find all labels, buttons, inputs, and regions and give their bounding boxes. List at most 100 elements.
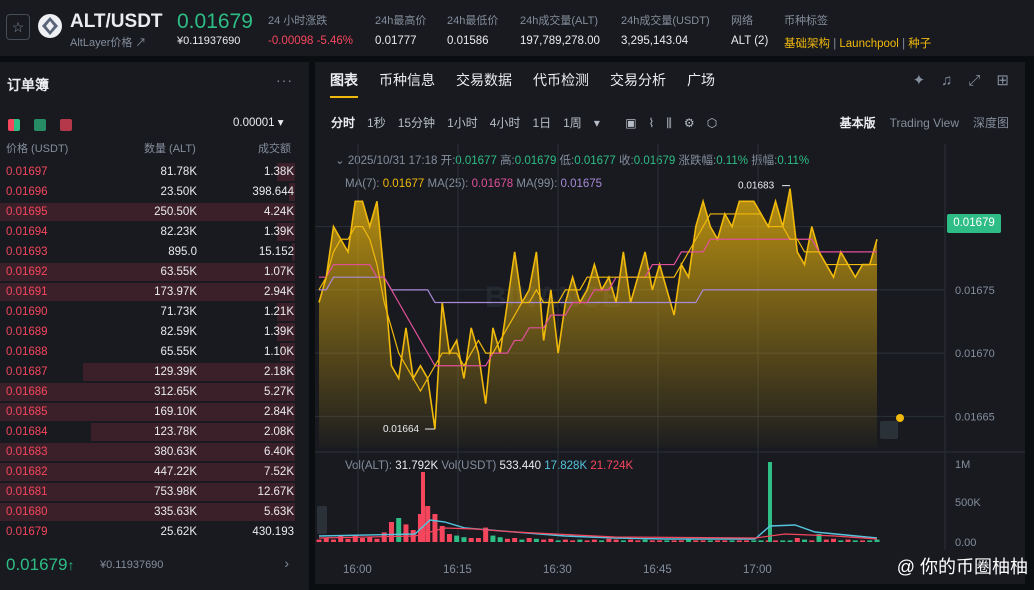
stat-label-low: 24h最低价 xyxy=(447,15,499,27)
tf-1h[interactable]: 1小时 xyxy=(447,116,478,130)
orderbook-row[interactable]: 0.01692 63.55K 1.07K xyxy=(0,262,309,282)
collapse-arrow-icon xyxy=(317,506,327,534)
tag-launchpool[interactable]: Launchpool xyxy=(839,38,899,50)
volume-bar xyxy=(620,540,626,542)
orderbook-row[interactable]: 0.01691 173.97K 2.94K xyxy=(0,282,309,302)
price-area xyxy=(319,188,877,448)
news-icon xyxy=(880,421,898,439)
tab-trade-analysis[interactable]: 交易分析 xyxy=(610,72,666,88)
orderbook-row[interactable]: 0.01682 447.22K 7.52K xyxy=(0,462,309,482)
bell-icon[interactable]: ♫ xyxy=(941,72,953,89)
row-price: 0.01692 xyxy=(6,266,48,278)
volume-bar xyxy=(367,537,373,542)
stat-value-network[interactable]: ALT (2) xyxy=(731,35,769,47)
orderbook-row[interactable]: 0.01684 123.78K 2.08K xyxy=(0,422,309,442)
row-total: 430.193 xyxy=(252,526,294,538)
tf-4h[interactable]: 4小时 xyxy=(489,116,521,130)
volume-bar xyxy=(635,540,641,542)
volume-bar xyxy=(657,540,663,542)
orderbook-row[interactable]: 0.01689 82.59K 1.39K xyxy=(0,322,309,342)
orderbook-row[interactable]: 0.01694 82.23K 1.39K xyxy=(0,222,309,242)
volume-bar xyxy=(816,534,822,542)
orderbook-row[interactable]: 0.01690 71.73K 1.21K xyxy=(0,302,309,322)
volume-bar xyxy=(541,539,547,542)
tab-chart[interactable]: 图表 xyxy=(330,72,358,88)
depth-bar xyxy=(289,183,295,201)
both-sides-view-icon[interactable] xyxy=(8,118,20,131)
col-total: 成交额 xyxy=(258,143,291,155)
row-price: 0.01682 xyxy=(6,466,48,478)
volume-bar xyxy=(519,539,525,542)
tf-timeline[interactable]: 分时 xyxy=(331,116,356,130)
tf-1d[interactable]: 1日 xyxy=(532,116,552,130)
vol-ma-line xyxy=(318,519,878,540)
volume-bar xyxy=(787,540,793,542)
row-price: 0.01685 xyxy=(6,406,48,418)
bids-view-icon[interactable] xyxy=(34,118,46,131)
orderbook-row[interactable]: 0.01687 129.39K 2.18K xyxy=(0,362,309,382)
favorite-star-icon[interactable]: ☆ xyxy=(6,14,30,40)
row-total: 1.07K xyxy=(263,266,294,278)
depth-bar xyxy=(292,243,295,261)
tf-1w[interactable]: 1周 xyxy=(563,116,582,130)
settings-sliders-icon[interactable]: ⚙ xyxy=(683,116,695,130)
more-icon[interactable]: ··· xyxy=(276,72,293,88)
orderbook-row[interactable]: 0.01679 25.62K 430.193 xyxy=(0,522,309,542)
volume-bar xyxy=(512,538,518,542)
volume-bar xyxy=(497,537,503,542)
candle-type-icon[interactable]: ⫼ xyxy=(666,116,672,130)
layout-grid-icon[interactable]: ⊞ xyxy=(996,72,1009,89)
tf-more-dropdown[interactable]: ▾ xyxy=(593,116,600,130)
orderbook-row[interactable]: 0.01693 895.0 15.152 xyxy=(0,242,309,262)
volume-bar xyxy=(744,540,750,542)
tag-infra[interactable]: 基础架构 xyxy=(784,38,830,50)
scrollbar[interactable] xyxy=(1027,62,1034,584)
tab-trade-data[interactable]: 交易数据 xyxy=(456,72,512,88)
tag-seed[interactable]: 种子 xyxy=(908,38,932,50)
row-price: 0.01694 xyxy=(6,226,48,238)
tab-square[interactable]: 广场 xyxy=(687,72,715,88)
asks-view-icon[interactable] xyxy=(60,118,72,131)
last-price-cny: ¥0.11937690 xyxy=(177,35,241,47)
orderbook-row[interactable]: 0.01688 65.55K 1.10K xyxy=(0,342,309,362)
expand-icon[interactable]: ⤢ xyxy=(968,72,981,89)
orderbook-row[interactable]: 0.01697 81.78K 1.38K xyxy=(0,162,309,182)
tick-size-select[interactable]: 0.00001 ▾ xyxy=(233,117,284,129)
price-chart[interactable]: 0.016800.016750.016700.0166516:0016:1516… xyxy=(315,62,1025,584)
view-tradingview[interactable]: Trading View xyxy=(889,116,959,130)
orderbook-row[interactable]: 0.01680 335.63K 5.63K xyxy=(0,502,309,522)
orderbook-row[interactable]: 0.01681 753.98K 12.67K xyxy=(0,482,309,502)
orderbook-row[interactable]: 0.01695 250.50K 4.24K xyxy=(0,202,309,222)
chevron-right-icon[interactable]: › xyxy=(284,555,289,571)
tf-1s[interactable]: 1秒 xyxy=(367,116,386,130)
view-basic[interactable]: 基本版 xyxy=(839,116,876,130)
volume-bar xyxy=(802,539,808,542)
orderbook-row[interactable]: 0.01685 169.10K 2.84K xyxy=(0,402,309,422)
coin-price-link[interactable]: AltLayer价格 ↗ xyxy=(70,37,147,49)
tf-15m[interactable]: 15分钟 xyxy=(397,116,436,130)
row-qty: 753.98K xyxy=(154,486,197,498)
volume-bar xyxy=(642,539,648,542)
volume-bar xyxy=(526,538,532,542)
calendar-icon[interactable]: ▣ xyxy=(625,116,637,130)
volume-bar xyxy=(599,540,605,542)
volume-bar xyxy=(468,538,474,542)
hexagon-icon[interactable]: ⬡ xyxy=(706,116,718,130)
orderbook-row[interactable]: 0.01696 23.50K 398.644 xyxy=(0,182,309,202)
orderbook-row[interactable]: 0.01683 380.63K 6.40K xyxy=(0,442,309,462)
indicator-icon[interactable]: ⌇ xyxy=(648,116,655,130)
high-label: 0.01683 xyxy=(738,181,775,192)
tab-coin-info[interactable]: 币种信息 xyxy=(379,72,435,88)
view-depth[interactable]: 深度图 xyxy=(972,116,1009,130)
volume-bar xyxy=(715,540,721,542)
tab-token-check[interactable]: 代币检测 xyxy=(533,72,589,88)
collapse-caret-icon[interactable]: ⌄ xyxy=(335,155,348,167)
ai-sparkle-icon[interactable]: ✦ xyxy=(912,72,926,89)
volume-bar xyxy=(729,540,735,542)
orderbook-view-toggles xyxy=(8,117,86,131)
y-tick-label: 0.01675 xyxy=(955,285,995,297)
orderbook-row[interactable]: 0.01686 312.65K 5.27K xyxy=(0,382,309,402)
volume-legend: Vol(ALT): 31.792K Vol(USDT) 533.440 17.8… xyxy=(345,460,633,472)
orderbook-panel: 订单簿 ··· 0.00001 ▾ 价格 (USDT) 数量 (ALT) 成交额… xyxy=(0,62,309,590)
row-qty: 65.55K xyxy=(160,346,197,358)
